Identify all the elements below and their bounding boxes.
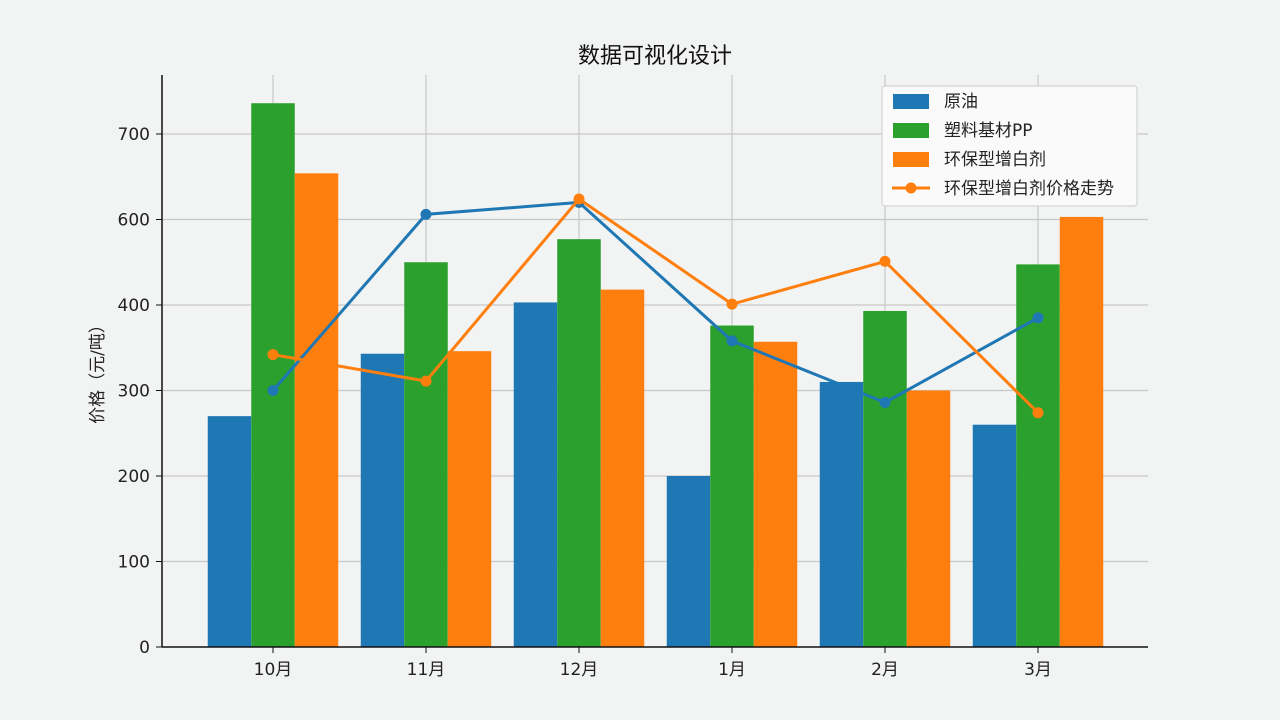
legend-box (881, 85, 1138, 207)
y-tick-label: 100 (118, 553, 150, 573)
bar (1016, 264, 1060, 647)
line-point (267, 385, 279, 396)
bar (906, 390, 951, 647)
bar (513, 302, 558, 647)
legend-marker (905, 182, 917, 194)
x-tick-label: 12月 (560, 660, 599, 680)
y-tick-label: 600 (118, 211, 150, 231)
x-tick-label: 10月 (254, 660, 293, 680)
bar (360, 353, 405, 647)
y-axis-label: 价格（元/吨） (88, 316, 108, 424)
legend-label: 原油 (944, 92, 978, 112)
bar (710, 325, 754, 647)
bar (666, 476, 711, 647)
x-tick-label: 2月 (871, 660, 899, 680)
bar (600, 289, 645, 647)
legend-label: 环保型增白剂 (944, 150, 1046, 170)
bar (207, 416, 252, 647)
bar (557, 239, 601, 648)
legend-swatch (893, 94, 929, 109)
x-tick-label: 3月 (1024, 660, 1052, 680)
line-point (573, 193, 585, 205)
y-tick-label: 300 (118, 382, 150, 402)
legend-swatch (893, 123, 929, 138)
bar (1059, 216, 1104, 647)
lines (267, 193, 1044, 419)
y-tick-label: 400 (118, 296, 150, 316)
x-ticks: 10月 11月 12月 1月 2月 3月 (254, 647, 1052, 680)
line-point (879, 255, 891, 267)
line-point (420, 375, 432, 387)
line-point (267, 349, 279, 361)
bar (404, 262, 448, 647)
y-tick-label: 700 (118, 125, 150, 145)
line-point (1032, 312, 1044, 324)
line-point (726, 335, 738, 347)
legend-label: 塑料基材PP (944, 121, 1033, 141)
series-line (272, 196, 1040, 414)
bar (753, 341, 798, 647)
legend-swatch (893, 152, 929, 167)
line-point (420, 208, 432, 220)
line-point (726, 298, 738, 310)
y-tick-label: 0 (139, 638, 150, 658)
bar (863, 310, 907, 647)
y-ticks: 0 100 200 300 400 600 700 (118, 125, 162, 658)
legend-label: 环保型增白剂价格走势 (944, 179, 1114, 199)
series-line (271, 200, 1039, 405)
y-tick-label: 200 (118, 467, 150, 487)
x-tick-label: 11月 (407, 660, 446, 680)
bar (819, 381, 864, 647)
bar (447, 351, 492, 647)
line-point (1032, 407, 1044, 419)
bar (294, 173, 339, 647)
x-tick-label: 1月 (718, 660, 746, 680)
chart-title: 数据可视化设计 (578, 44, 732, 69)
bars (207, 103, 1104, 648)
bar (972, 424, 1017, 647)
line-point (879, 396, 891, 408)
